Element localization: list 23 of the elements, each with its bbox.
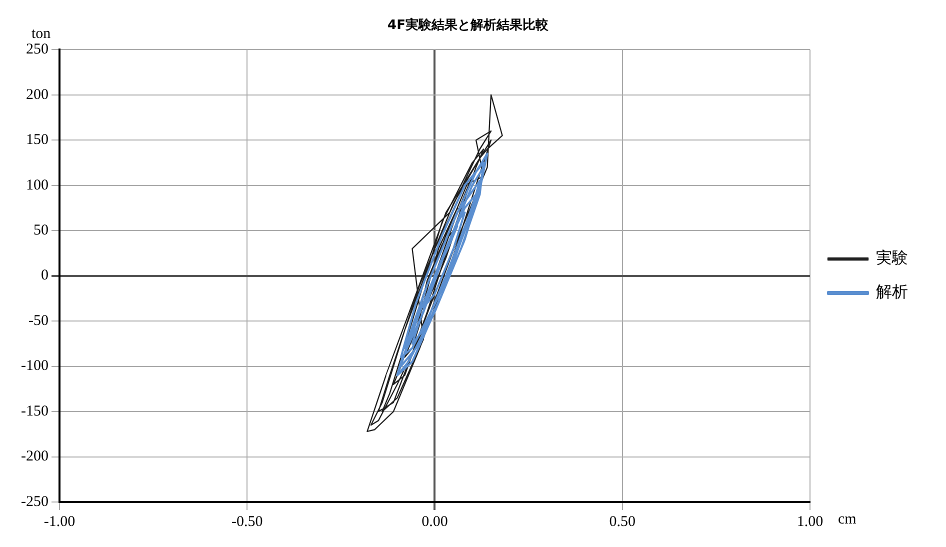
y-tick-label: -150: [20, 403, 48, 420]
y-tick-label: -50: [28, 312, 48, 329]
legend-label: 実験: [876, 248, 908, 268]
y-axis-title: ton: [31, 26, 52, 42]
y-tick-label: 250: [26, 42, 48, 58]
y-tick-label: -250: [20, 494, 48, 510]
x-axis-title: cm: [838, 511, 857, 528]
line-series: [396, 152, 488, 376]
y-tick-label: -100: [20, 358, 48, 374]
line-series: [366, 94, 503, 432]
y-tick-label: -200: [20, 448, 48, 465]
y-tick-label: 50: [33, 222, 48, 238]
x-tick-label: -1.00: [44, 514, 76, 530]
legend-label: 解析: [876, 282, 908, 302]
y-tick-label: 100: [26, 177, 48, 194]
x-tick-label: -0.50: [231, 514, 263, 530]
y-tick-label: 150: [26, 132, 48, 148]
x-tick-label: 1.00: [796, 514, 824, 530]
x-tick-label: 0.50: [609, 514, 636, 530]
x-tick-label: 0.00: [422, 514, 448, 530]
y-tick-label: 200: [26, 86, 48, 103]
chart-title: 4F実験結果と解析結果比較: [388, 17, 550, 34]
y-tick-label: 0: [40, 268, 48, 284]
